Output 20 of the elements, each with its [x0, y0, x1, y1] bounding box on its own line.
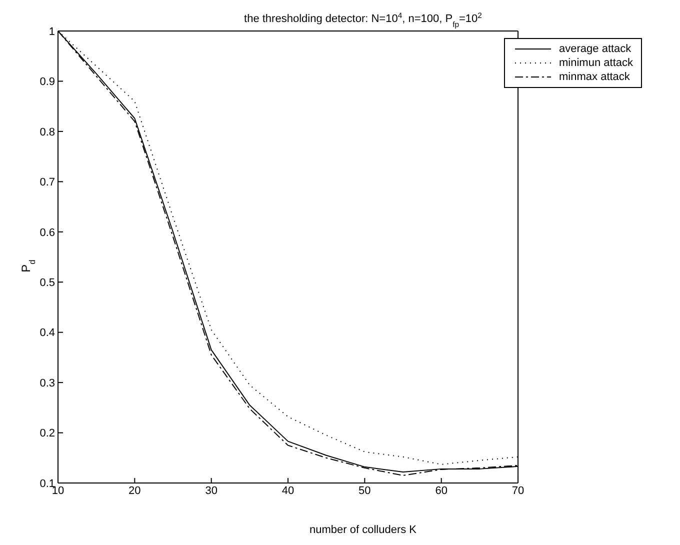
x-tick-label: 40: [282, 484, 294, 497]
legend-label: average attack: [559, 43, 632, 55]
legend-label: minimun attack: [559, 57, 633, 69]
x-tick-label: 60: [435, 484, 448, 497]
x-tick-label: 50: [358, 484, 371, 497]
y-tick-label: 0.7: [40, 176, 55, 189]
y-tick-label: 0.3: [40, 377, 55, 390]
y-tick-label: 1: [48, 26, 55, 38]
x-tick-label: 30: [205, 484, 218, 497]
x-axis-title: number of colluders K: [310, 524, 418, 536]
y-tick-label: 0.6: [40, 226, 55, 239]
x-tick-label: 20: [128, 484, 141, 497]
x-tick-label: 70: [512, 484, 524, 497]
y-tick-label: 0.5: [40, 277, 55, 290]
y-tick-label: 0.2: [40, 428, 55, 440]
y-tick-label: 0.4: [40, 327, 55, 340]
y-tick-label: 0.8: [40, 126, 55, 138]
legend-label: minmax attack: [559, 71, 630, 83]
y-tick-label: 0.9: [40, 76, 55, 88]
chart-title: the thresholding detector: N=10$^{4}$, n=100, P$_{fp}$=10$^{2}$: [244, 10, 482, 28]
